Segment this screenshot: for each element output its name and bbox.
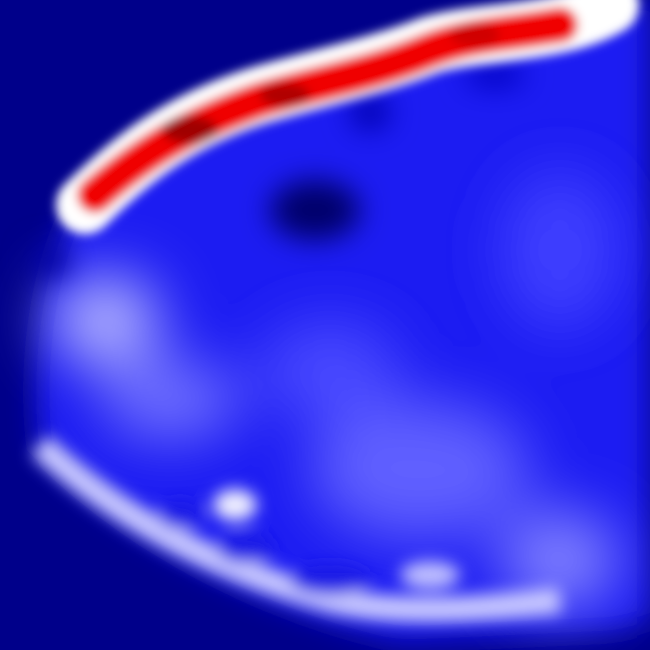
patch: [50, 275, 160, 365]
dark-spot: [270, 180, 360, 240]
dot: [400, 561, 460, 589]
patch: [310, 400, 530, 540]
dot: [217, 533, 273, 563]
patch: [260, 320, 400, 420]
dot: [290, 565, 370, 595]
dot: [213, 489, 257, 521]
top-arc: [56, 0, 639, 234]
light-patches: [50, 170, 620, 610]
hot-spot: [450, 23, 500, 47]
bottom-arc: [31, 435, 562, 623]
dark-spots: [30, 63, 525, 276]
dark-spot: [465, 63, 525, 87]
hot-spot: [260, 83, 310, 107]
light-arc: [31, 435, 562, 623]
hot-spot: [162, 116, 218, 144]
dark-spot: [30, 244, 70, 276]
dark-spot: [350, 94, 390, 130]
dot: [158, 501, 202, 529]
patch: [500, 510, 620, 610]
patch: [100, 360, 240, 440]
patch: [500, 170, 620, 330]
